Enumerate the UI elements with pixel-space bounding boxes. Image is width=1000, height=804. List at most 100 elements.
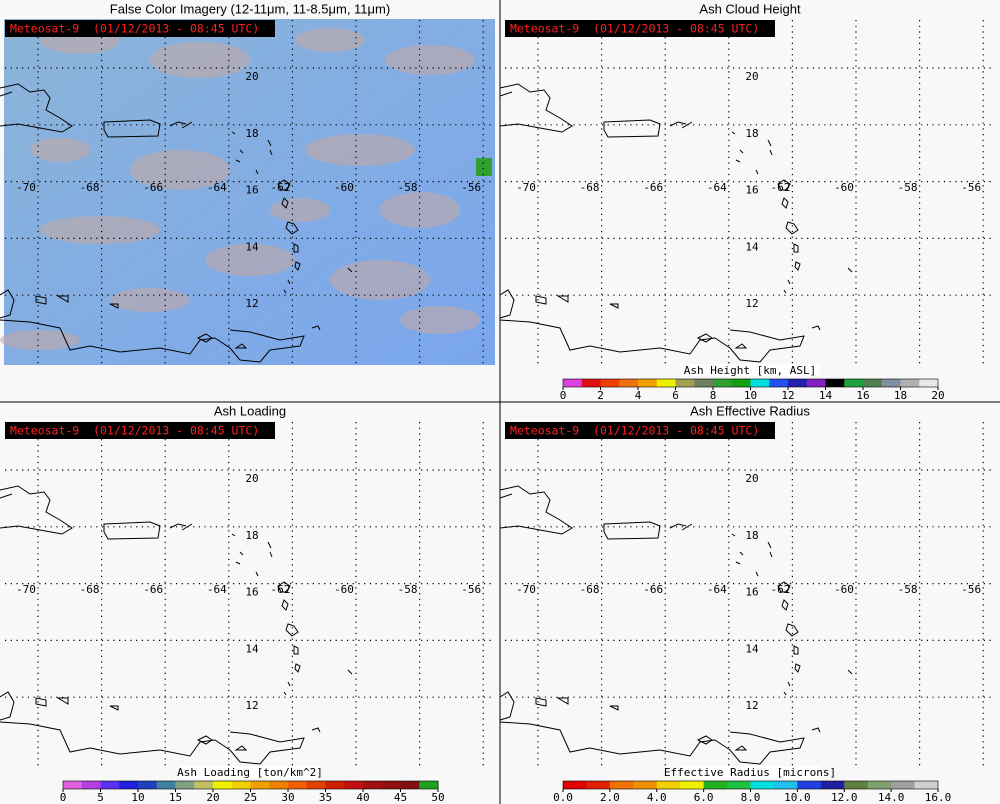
lat-label: 14: [245, 240, 259, 253]
colorbar-segment: [600, 379, 620, 387]
lon-label: -56: [461, 583, 481, 596]
colorbar-tick-label: 20: [206, 791, 219, 804]
colorbar-segment: [891, 781, 916, 789]
colorbar-tick-label: 45: [394, 791, 407, 804]
lat-label: 16: [245, 184, 258, 197]
lon-label: -66: [643, 181, 663, 194]
colorbar-tick-label: 25: [244, 791, 257, 804]
colorbar-segment: [619, 379, 639, 387]
colorbar-segment: [363, 781, 383, 789]
colorbar-segment: [419, 781, 439, 789]
cloud: [30, 138, 90, 162]
colorbar-label: Ash Loading [ton/km^2]: [177, 766, 323, 779]
cloud: [385, 45, 475, 75]
colorbar-tick-label: 20: [931, 389, 944, 402]
colorbar-segment: [250, 781, 270, 789]
lat-label: 18: [245, 127, 258, 140]
colorbar-segment: [175, 781, 195, 789]
colorbar-segment: [703, 781, 728, 789]
colorbar-segment: [325, 781, 345, 789]
panel-title: Ash Cloud Height: [699, 1, 801, 16]
lat-label: 16: [745, 184, 758, 197]
colorbar-segment: [825, 379, 845, 387]
colorbar-tick-label: 10: [744, 389, 757, 402]
lat-label: 12: [745, 297, 758, 310]
colorbar-segment: [867, 781, 892, 789]
cloud: [330, 260, 430, 300]
lon-label: -68: [80, 583, 100, 596]
lon-label: -56: [961, 583, 981, 596]
colorbar-segment: [750, 379, 770, 387]
lat-label: 20: [745, 70, 758, 83]
colorbar-segment: [750, 781, 775, 789]
colorbar-label-bg: [680, 364, 820, 376]
lon-label: -62: [270, 583, 290, 596]
colorbar-tick-label: 6: [672, 389, 679, 402]
lat-label: 20: [245, 70, 258, 83]
lat-label: 16: [245, 586, 258, 599]
colorbar-tick-label: 8.0: [741, 791, 761, 804]
colorbar-segment: [306, 781, 326, 789]
lat-label: 18: [745, 529, 758, 542]
lon-label: -68: [580, 583, 600, 596]
cloud: [270, 198, 330, 222]
cloud: [110, 288, 190, 312]
colorbar-segment: [727, 781, 751, 789]
lon-label: -60: [334, 583, 354, 596]
colorbar-segment: [400, 781, 420, 789]
colorbar-tick-label: 2: [597, 389, 604, 402]
cloud: [0, 330, 80, 350]
panel-title: Ash Loading: [214, 403, 286, 418]
colorbar-segment: [63, 781, 83, 789]
colorbar-segment: [788, 379, 808, 387]
panel: -70 -68 -66 -64 -62 -60 -58 -56 20 18 16 14 12 Ash Lo…: [0, 402, 500, 804]
panel-bg: [500, 0, 1000, 402]
lat-label: 20: [745, 472, 758, 485]
lon-label: -60: [334, 181, 354, 194]
colorbar-segment: [581, 379, 601, 387]
lon-label: -58: [398, 181, 418, 194]
colorbar-segment: [806, 379, 826, 387]
lon-label: -66: [643, 583, 663, 596]
timestamp-box: [505, 422, 775, 439]
colorbar-segment: [713, 379, 733, 387]
colorbar-tick-label: 5: [97, 791, 104, 804]
colorbar-label: Effective Radius [microns]: [664, 766, 836, 779]
lon-label: -58: [398, 583, 418, 596]
timestamp-box: [5, 20, 275, 37]
colorbar-segment: [820, 781, 845, 789]
colorbar-tick-label: 12.0: [831, 791, 858, 804]
colorbar-segment: [773, 781, 798, 789]
colorbar-segment: [638, 379, 658, 387]
lon-label: -60: [834, 583, 854, 596]
colorbar-segment: [769, 379, 789, 387]
timestamp: Meteosat-9 (01/12/2013 - 08:45 UTC): [10, 22, 259, 36]
cloud: [150, 42, 250, 78]
colorbar-segment: [656, 379, 676, 387]
colorbar-segment: [656, 781, 681, 789]
colorbar-segment: [694, 379, 714, 387]
colorbar-segment: [844, 379, 864, 387]
colorbar-tick-label: 8: [710, 389, 717, 402]
colorbar-segment: [609, 781, 634, 789]
lon-label: -64: [707, 583, 727, 596]
lon-label: -58: [898, 181, 918, 194]
colorbar-segment: [344, 781, 364, 789]
lon-label: -64: [707, 181, 727, 194]
colorbar-segment: [156, 781, 176, 789]
colorbar-segment: [194, 781, 214, 789]
lat-label: 16: [745, 586, 758, 599]
colorbar-segment: [231, 781, 251, 789]
colorbar-tick-label: 35: [319, 791, 332, 804]
timestamp-box: [5, 422, 275, 439]
cloud: [400, 306, 480, 334]
lat-label: 18: [745, 127, 758, 140]
timestamp: Meteosat-9 (01/12/2013 - 08:45 UTC): [10, 424, 259, 438]
colorbar-label: Ash Height [km, ASL]: [684, 364, 816, 377]
colorbar-tick-label: 18: [894, 389, 907, 402]
timestamp-box: [505, 20, 775, 37]
colorbar-tick-label: 50: [431, 791, 444, 804]
